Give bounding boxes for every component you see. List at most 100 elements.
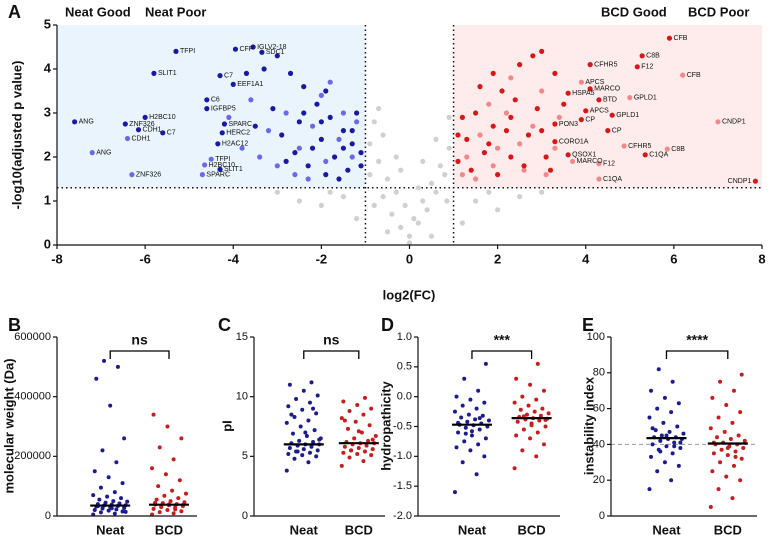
data-point	[257, 154, 263, 160]
data-point	[539, 128, 545, 134]
data-point	[151, 506, 156, 511]
data-point	[347, 455, 352, 460]
data-point	[362, 395, 367, 400]
data-point	[724, 403, 729, 408]
data-point	[495, 145, 501, 151]
point-label: CDH1	[143, 127, 162, 134]
data-point	[521, 167, 527, 173]
data-point	[171, 511, 176, 516]
data-point	[596, 97, 602, 103]
data-point	[662, 395, 667, 400]
data-point	[473, 417, 478, 422]
data-point	[270, 106, 276, 112]
y-tick-label: 0	[599, 510, 605, 522]
data-point	[135, 127, 142, 133]
data-point	[534, 454, 539, 459]
data-point	[666, 35, 673, 41]
data-point	[306, 418, 311, 423]
legend-entry: BCD Good	[601, 4, 667, 19]
data-point	[355, 403, 360, 408]
data-point	[532, 409, 537, 414]
data-point	[642, 152, 648, 158]
panel-letter: C	[218, 315, 231, 335]
data-point	[345, 426, 350, 431]
data-point	[114, 507, 119, 512]
data-point	[341, 399, 346, 404]
data-point	[340, 128, 347, 134]
data-point	[474, 472, 479, 477]
data-point	[340, 145, 347, 151]
data-point	[129, 172, 135, 178]
data-point	[120, 509, 125, 514]
data-point	[304, 434, 309, 439]
data-point	[250, 44, 256, 50]
data-point	[371, 119, 377, 125]
point-label: CFB	[687, 72, 701, 79]
data-point	[318, 119, 324, 125]
data-point	[243, 70, 250, 76]
data-point	[565, 90, 571, 96]
data-point	[103, 500, 108, 505]
data-point	[406, 233, 413, 239]
data-point	[655, 469, 660, 474]
data-point	[411, 216, 417, 222]
data-point	[125, 499, 130, 504]
point-label: CFB	[673, 35, 687, 42]
data-point	[621, 143, 627, 149]
y-tick-label: 10	[236, 391, 248, 403]
x-tick-label: Neat	[96, 522, 125, 537]
point-label: F12	[603, 160, 615, 167]
data-point	[490, 163, 496, 169]
point-label: C8B	[646, 53, 660, 60]
data-point	[301, 388, 306, 393]
data-point	[454, 445, 459, 450]
data-point	[301, 110, 307, 116]
data-point	[317, 437, 322, 442]
data-point	[114, 460, 119, 465]
data-point	[274, 163, 280, 169]
data-point	[561, 101, 567, 107]
data-point	[301, 84, 307, 90]
data-point	[349, 154, 355, 160]
data-point	[739, 456, 744, 461]
data-point	[508, 154, 514, 160]
data-point	[105, 494, 110, 499]
y-tick-label: 20	[593, 474, 605, 486]
data-point	[518, 407, 523, 412]
data-point	[515, 419, 520, 424]
data-point	[535, 430, 540, 435]
data-point	[521, 163, 527, 169]
data-point	[415, 185, 421, 191]
data-point	[499, 88, 505, 94]
data-point	[179, 436, 184, 441]
point-label: IGFBP5	[211, 105, 236, 112]
data-point	[307, 450, 312, 455]
data-point	[239, 145, 245, 151]
data-point	[662, 460, 667, 465]
data-point	[587, 62, 593, 68]
data-point	[664, 444, 669, 449]
data-point	[578, 79, 584, 85]
y-tick-label: 0	[44, 236, 51, 251]
data-point	[733, 449, 738, 454]
data-point	[649, 388, 654, 393]
data-point	[678, 445, 683, 450]
data-point	[537, 418, 542, 423]
data-point	[336, 176, 342, 182]
point-label: C1QA	[649, 152, 668, 159]
data-point	[552, 145, 558, 151]
data-point	[232, 46, 239, 52]
data-point	[376, 106, 382, 112]
data-point	[656, 367, 661, 372]
data-point	[454, 394, 459, 399]
data-point	[437, 163, 443, 169]
data-point	[339, 416, 344, 421]
legend-entry: BCD Poor	[688, 4, 749, 19]
y-tick-label: 1.0	[397, 331, 412, 343]
data-point	[303, 430, 308, 435]
data-point	[380, 132, 386, 138]
data-point	[314, 454, 319, 459]
y-tick-label: 600000	[14, 331, 51, 343]
data-point	[219, 130, 225, 136]
